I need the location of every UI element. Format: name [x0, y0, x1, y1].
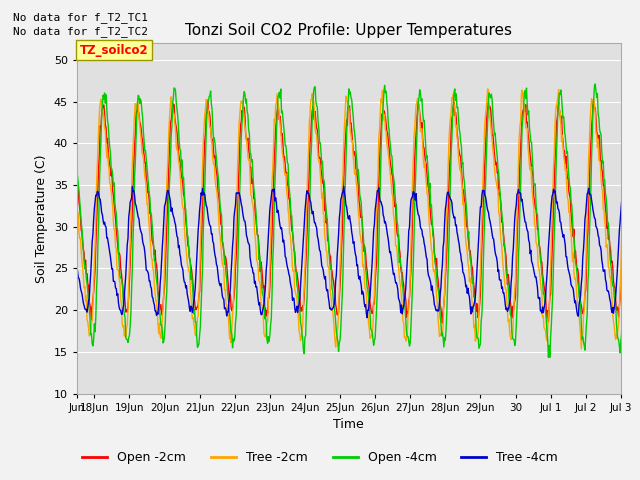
Tree -2cm	[202, 107, 209, 112]
Line: Open -4cm: Open -4cm	[77, 84, 624, 357]
Tree -2cm	[580, 307, 588, 312]
Open -2cm	[555, 99, 563, 105]
Line: Tree -2cm: Tree -2cm	[77, 89, 624, 348]
Open -4cm	[580, 339, 588, 345]
Title: Tonzi Soil CO2 Profile: Upper Temperatures: Tonzi Soil CO2 Profile: Upper Temperatur…	[186, 23, 512, 38]
Tree -2cm	[620, 159, 628, 165]
Text: No data for f_T2_TC1: No data for f_T2_TC1	[13, 12, 148, 23]
Tree -4cm	[410, 189, 417, 194]
Open -4cm	[591, 81, 599, 87]
Open -4cm	[202, 159, 209, 165]
Tree -4cm	[340, 184, 348, 190]
Y-axis label: Soil Temperature (C): Soil Temperature (C)	[35, 154, 48, 283]
Tree -2cm	[396, 280, 404, 286]
Tree -4cm	[364, 315, 371, 321]
Open -4cm	[396, 255, 404, 261]
Open -2cm	[620, 205, 628, 211]
Open -4cm	[415, 100, 422, 106]
Text: No data for f_T2_TC2: No data for f_T2_TC2	[13, 26, 148, 37]
Open -2cm	[438, 320, 446, 326]
Tree -2cm	[408, 215, 415, 221]
Tree -2cm	[73, 200, 81, 205]
Line: Tree -4cm: Tree -4cm	[77, 187, 624, 318]
Open -2cm	[580, 303, 588, 309]
Tree -2cm	[577, 346, 585, 351]
Open -2cm	[73, 182, 81, 188]
X-axis label: Time: Time	[333, 418, 364, 431]
Text: TZ_soilco2: TZ_soilco2	[79, 44, 148, 57]
Open -4cm	[546, 354, 554, 360]
Open -2cm	[397, 264, 404, 270]
Open -4cm	[620, 262, 628, 267]
Open -4cm	[73, 168, 81, 174]
Tree -2cm	[554, 94, 562, 99]
Tree -4cm	[73, 263, 81, 268]
Open -4cm	[408, 304, 415, 310]
Open -2cm	[204, 97, 212, 103]
Tree -2cm	[484, 86, 492, 92]
Tree -4cm	[555, 207, 563, 213]
Legend: Open -2cm, Tree -2cm, Open -4cm, Tree -4cm: Open -2cm, Tree -2cm, Open -4cm, Tree -4…	[77, 446, 563, 469]
Tree -4cm	[202, 198, 209, 204]
Line: Open -2cm: Open -2cm	[77, 100, 624, 323]
Tree -4cm	[580, 233, 588, 239]
Open -2cm	[415, 103, 423, 108]
Tree -4cm	[397, 302, 405, 308]
Tree -2cm	[415, 100, 422, 106]
Open -2cm	[202, 130, 209, 136]
Open -4cm	[554, 104, 562, 109]
Tree -4cm	[620, 187, 628, 192]
Open -2cm	[408, 217, 416, 223]
Tree -4cm	[416, 217, 424, 223]
